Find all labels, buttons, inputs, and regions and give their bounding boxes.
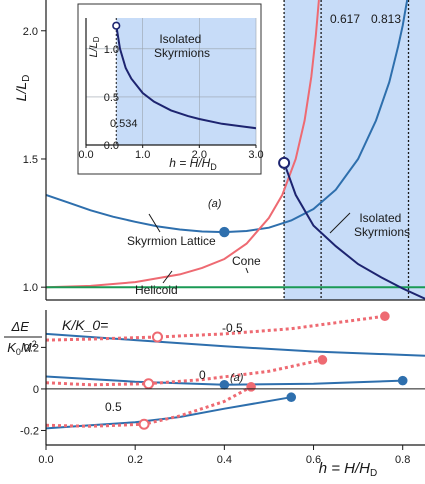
curve-label-minus-0.5: -0.5 — [222, 321, 243, 335]
top-marker-0 — [219, 226, 230, 238]
bottom-axes: 0.0 0.2 0.4 0.6 0.8 -0.2 0 0.2 — [20, 310, 425, 466]
marker-label-a-top: (a) — [208, 198, 222, 210]
bottom-ytick-label-0: -0.2 — [20, 425, 39, 437]
bottom-ylabel: ΔE K0M2 — [7, 319, 37, 357]
marker-label-a-bottom: (a) — [230, 372, 244, 384]
bottom-xtick-label-4: 0.8 — [395, 454, 410, 466]
label-isolated-skyrmions-line1: Isolated — [359, 211, 401, 225]
series-lattice-k-0-5 — [46, 396, 292, 430]
series-helicoid-k-0-5 — [46, 314, 386, 342]
curve-label-0: 0 — [199, 368, 206, 382]
bottom-marker-3 — [317, 355, 328, 365]
inset-start-marker — [112, 21, 121, 30]
label-isolated-skyrmions-line2: Skyrmions — [354, 225, 410, 239]
bottom-xlabel: h = H/HD — [319, 460, 378, 479]
inset-xlabel: h = H/HD — [169, 156, 217, 172]
label-helicoid: Helicoid — [135, 283, 178, 297]
bottom-markers — [138, 311, 408, 430]
curve-label-0.5: 0.5 — [105, 400, 122, 414]
bottom-xtick-label-2: 0.4 — [217, 454, 232, 466]
top-ytick-label-0: 1.0 — [23, 282, 38, 294]
top-markers — [219, 156, 291, 238]
vline-label-0617: 0.617 — [330, 12, 360, 26]
label-skyrmion-lattice: Skyrmion Lattice — [127, 234, 216, 248]
top-ytick-label-1: 1.5 — [23, 154, 38, 166]
inset-shaded-region — [116, 18, 256, 145]
leader-isolated-skyrmions — [329, 212, 351, 234]
bottom-xtick-label-3: 0.6 — [306, 454, 321, 466]
bottom-panel: 0.0 0.2 0.4 0.6 0.8 -0.2 0 0.2 K/K_0= -0.5 0 0.… — [4, 310, 425, 479]
bottom-marker-2 — [397, 375, 408, 386]
bottom-marker-0 — [380, 311, 390, 322]
inset-vline-label: 0.534 — [110, 118, 138, 130]
inset-ytick-label-0: 0.0 — [104, 140, 119, 152]
inset-xtick-label-1: 1.0 — [135, 149, 150, 161]
bottom-xtick-label-0: 0.0 — [38, 454, 53, 466]
inset-xtick-label-2: 2.0 — [192, 149, 207, 161]
label-isolated-skyrmions: Isolated Skyrmions — [354, 211, 410, 239]
series-isolated-skyrmions — [283, 162, 425, 300]
vline-label-0813: 0.813 — [371, 12, 401, 26]
bottom-marker-8 — [138, 418, 150, 430]
inset-axes: 0.0 1.0 2.0 3.0 0.0 0.5 1.0 — [78, 18, 264, 161]
top-series — [46, 0, 425, 300]
bottom-ytick-label-1: 0 — [33, 384, 39, 396]
bottom-ylabel-denominator: K0M2 — [7, 339, 37, 357]
bottom-marker-4 — [143, 378, 155, 390]
bottom-xtick-label-1: 0.2 — [128, 454, 143, 466]
top-marker-1 — [278, 156, 291, 169]
bottom-marker-6 — [286, 392, 297, 403]
leader-cone — [245, 267, 249, 274]
bottom-marker-7 — [246, 382, 256, 392]
leader-helicoid — [162, 270, 173, 284]
series-helicoid — [46, 0, 320, 289]
inset-title-line1: Isolated — [159, 32, 201, 46]
series-skyrmion-lattice — [46, 0, 409, 234]
leader-skyrmion-lattice — [148, 213, 161, 233]
bottom-legend-title: K/K_0= — [62, 317, 108, 333]
bottom-ytick-label-2: 0.2 — [24, 342, 39, 354]
inset-title: Isolated Skyrmions — [154, 32, 210, 60]
critical-field-lines — [283, 0, 410, 300]
bottom-marker-5 — [219, 379, 230, 390]
inset-xtick-label-3: 3.0 — [248, 149, 263, 161]
inset-series-isolated-skyrmions — [115, 25, 256, 130]
bottom-marker-1 — [151, 331, 163, 343]
inset-ylabel: L/LD — [88, 36, 101, 57]
bottom-series — [46, 314, 425, 430]
top-ylabel: L/LD — [13, 75, 32, 102]
series-helicoid-k-0 — [46, 358, 323, 387]
inset-ytick-label-2: 1.0 — [104, 44, 119, 56]
series-lattice-k-0-5 — [46, 332, 425, 357]
isolated-skyrmion-region — [284, 0, 425, 300]
inset-xtick-label-0: 0.0 — [78, 149, 93, 161]
inset-ytick-label-1: 0.5 — [104, 92, 119, 104]
inset-panel: 0.0 1.0 2.0 3.0 0.0 0.5 1.0 Isolated Skyrmions… — [77, 3, 264, 175]
top-axes: 1.0 1.5 2.0 — [23, 0, 425, 301]
top-panel: 1.0 1.5 2.0 0.617 0.813 (a) Skyrmion Latti… — [13, 0, 425, 301]
bottom-ylabel-numerator: ΔE — [10, 319, 29, 334]
series-helicoid-k-0-5 — [46, 385, 252, 428]
inset-series — [112, 21, 256, 130]
top-ytick-label-2: 2.0 — [23, 26, 38, 38]
label-cone: Cone — [232, 254, 261, 268]
inset-title-line2: Skyrmions — [154, 46, 210, 60]
